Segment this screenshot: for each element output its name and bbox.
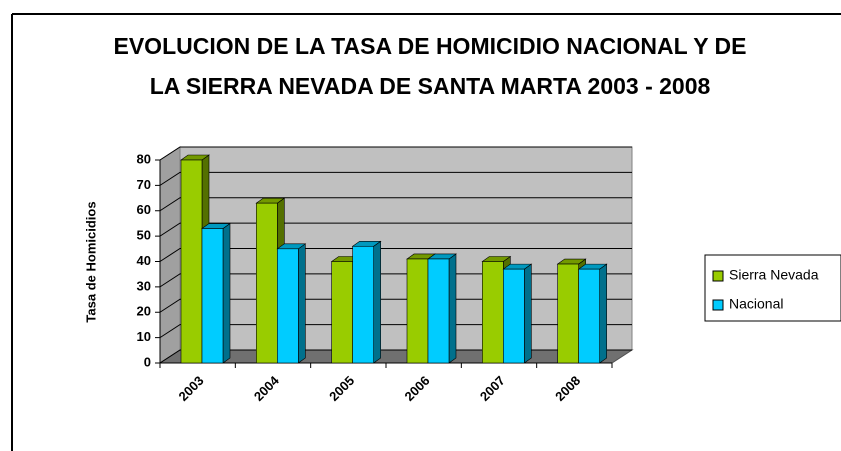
bar: [503, 268, 525, 364]
legend-swatch: [712, 270, 724, 282]
grid-line: [159, 248, 632, 262]
grid-line: [159, 222, 632, 237]
y-tick-label: 40: [137, 253, 151, 268]
y-tick-label: 50: [137, 228, 151, 243]
x-tick-label: 2007: [477, 373, 508, 404]
bar: [406, 258, 429, 364]
legend-label: Nacional: [729, 296, 783, 312]
y-tick-label: 60: [137, 202, 151, 217]
y-tick-label: 20: [137, 304, 151, 319]
y-tick-label: 30: [137, 278, 151, 293]
x-tick-label: 2005: [326, 373, 357, 404]
legend-swatch: [712, 299, 724, 311]
bar-side: [599, 263, 607, 364]
bar: [578, 268, 600, 364]
y-axis-label: Tasa de Homicidios: [83, 201, 98, 322]
grid-line: [159, 298, 632, 313]
bar: [201, 228, 224, 364]
y-tick-label: 70: [137, 177, 151, 192]
bar-side: [524, 263, 532, 364]
bar: [352, 245, 374, 364]
bar: [180, 159, 203, 364]
y-tick-label: 80: [137, 151, 151, 166]
grid-line: [159, 273, 632, 288]
x-tick-label: 2008: [552, 373, 583, 404]
bar: [256, 202, 278, 364]
legend-box: [704, 254, 841, 322]
bar: [427, 258, 450, 364]
grid-line: [159, 171, 632, 186]
bar: [557, 263, 579, 364]
grid-line: [159, 324, 632, 339]
bar-side: [298, 243, 306, 364]
grid-line: [159, 197, 632, 212]
legend-label: Sierra Nevada: [729, 267, 819, 283]
bar-side: [448, 253, 457, 364]
x-tick-label: 2006: [401, 373, 432, 404]
bar: [331, 261, 353, 364]
x-tick-label: 2004: [251, 372, 283, 404]
bar: [482, 261, 504, 364]
bar-side: [373, 240, 381, 364]
grid-line: [159, 146, 632, 161]
bar-side: [222, 222, 231, 364]
grid-line: [159, 349, 632, 364]
x-tick-label: 2003: [175, 373, 206, 404]
y-tick-label: 10: [137, 329, 151, 344]
chart-title: LA SIERRA NEVADA DE SANTA MARTA 2003 - 2…: [150, 73, 711, 99]
y-tick-label: 0: [144, 354, 151, 369]
bar: [277, 248, 299, 364]
chart-title: EVOLUCION DE LA TASA DE HOMICIDIO NACION…: [114, 33, 747, 59]
